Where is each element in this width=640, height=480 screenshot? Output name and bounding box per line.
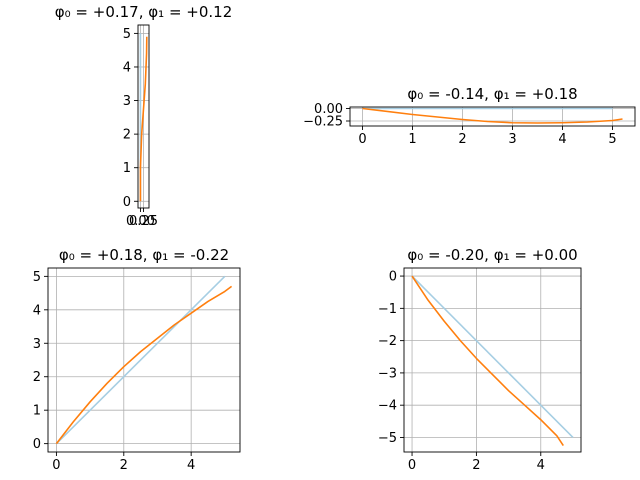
series-line-2 bbox=[411, 275, 564, 446]
series-line-2 bbox=[55, 285, 233, 445]
y-tick-label: 3 bbox=[33, 337, 41, 352]
x-tick-label: 2 bbox=[120, 458, 128, 473]
panel-title: φ₀ = +0.18, φ₁ = -0.22 bbox=[59, 246, 229, 264]
y-tick-label: −4 bbox=[378, 399, 397, 414]
y-tick-label: 5 bbox=[123, 27, 131, 42]
y-tick-label: 0 bbox=[33, 437, 41, 452]
x-tick-label: 0.00 bbox=[126, 214, 155, 229]
x-tick-label: 3 bbox=[508, 132, 516, 147]
series-line-1 bbox=[411, 275, 574, 439]
y-tick-label: 3 bbox=[123, 94, 131, 109]
axes-frame bbox=[47, 267, 241, 453]
panel-title: φ₀ = -0.20, φ₁ = +0.00 bbox=[407, 246, 577, 264]
x-tick-label: 0 bbox=[408, 458, 416, 473]
x-tick-label: 5 bbox=[608, 132, 616, 147]
x-tick-label: 4 bbox=[537, 458, 545, 473]
chart-panel-2: 0 1 2 3 4 5 0.00−0.25 φ₀ = -0.14, φ₁ = +0.18 bbox=[303, 85, 636, 147]
x-tick-label: 2 bbox=[472, 458, 480, 473]
x-tick-label: 4 bbox=[558, 132, 566, 147]
panel-title: φ₀ = +0.17, φ₁ = +0.12 bbox=[55, 3, 233, 21]
panel-title: φ₀ = -0.14, φ₁ = +0.18 bbox=[407, 85, 577, 103]
y-tick-label: −1 bbox=[378, 302, 397, 317]
y-tick-label: 2 bbox=[33, 370, 41, 385]
series-line-2 bbox=[139, 36, 148, 202]
x-tick-label: 0 bbox=[52, 458, 60, 473]
y-tick-label: 5 bbox=[33, 270, 41, 285]
y-tick-label: −2 bbox=[378, 334, 397, 349]
x-tick-label: 1 bbox=[408, 132, 416, 147]
series-line-2 bbox=[362, 107, 623, 124]
y-tick-label: 2 bbox=[123, 128, 131, 143]
y-tick-label: 0 bbox=[123, 195, 131, 210]
x-tick-label: 2 bbox=[458, 132, 466, 147]
y-tick-label: −3 bbox=[378, 366, 397, 381]
y-tick-label: −0.25 bbox=[303, 115, 343, 130]
chart-panel-4: 0 2 4 0 −1 −2 −3 −4 −5 φ₀ = -0.20, φ₁ = +0.00 bbox=[378, 246, 582, 473]
chart-panel-1: 0.000.25 0 1 2 3 4 5 φ₀ = +0.17, φ₁ = +0.12 bbox=[55, 3, 233, 229]
y-tick-label: 0 bbox=[389, 270, 397, 285]
series-line-1 bbox=[55, 275, 226, 445]
y-tick-label: 0.00 bbox=[314, 102, 343, 117]
y-tick-label: −5 bbox=[378, 431, 397, 446]
x-tick-label: 4 bbox=[187, 458, 195, 473]
y-tick-label: 4 bbox=[33, 303, 41, 318]
y-tick-label: 1 bbox=[123, 161, 131, 176]
axes-frame bbox=[349, 106, 636, 127]
y-tick-label: 1 bbox=[33, 404, 41, 419]
x-tick-label: 0.25 bbox=[129, 214, 158, 229]
chart-panel-3: 0 2 4 0 1 2 3 4 5 φ₀ = +0.18, φ₁ = -0.22 bbox=[33, 246, 241, 473]
axes-frame bbox=[403, 267, 582, 453]
x-tick-label: 0 bbox=[358, 132, 366, 147]
y-tick-label: 4 bbox=[123, 60, 131, 75]
